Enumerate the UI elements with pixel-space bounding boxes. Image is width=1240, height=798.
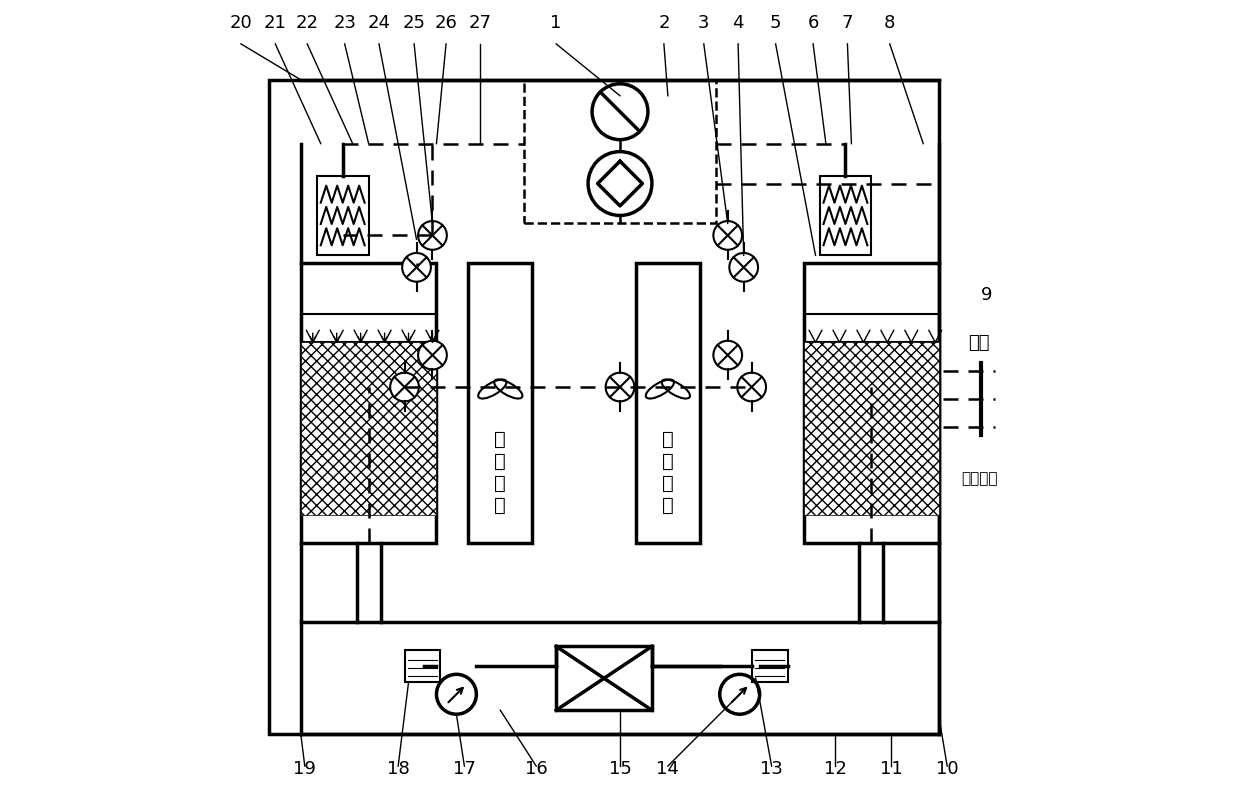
Bar xyxy=(557,646,652,710)
Bar xyxy=(751,650,787,682)
Text: 8: 8 xyxy=(884,14,895,32)
Text: 20: 20 xyxy=(229,14,252,32)
Circle shape xyxy=(402,253,430,282)
Text: 14: 14 xyxy=(656,760,680,778)
Circle shape xyxy=(719,674,760,714)
Text: 17: 17 xyxy=(453,760,476,778)
Circle shape xyxy=(418,341,446,369)
Text: 12: 12 xyxy=(825,760,847,778)
Bar xyxy=(316,176,368,255)
Text: 19: 19 xyxy=(294,760,316,778)
Bar xyxy=(301,263,436,543)
Circle shape xyxy=(588,152,652,215)
Bar xyxy=(269,80,939,734)
Circle shape xyxy=(436,674,476,714)
Bar xyxy=(301,342,436,515)
Bar xyxy=(804,263,939,543)
Circle shape xyxy=(729,253,758,282)
Text: 11: 11 xyxy=(880,760,903,778)
Text: 23: 23 xyxy=(334,14,356,32)
Text: 27: 27 xyxy=(469,14,492,32)
Text: 18: 18 xyxy=(387,760,409,778)
Text: 24: 24 xyxy=(367,14,391,32)
Text: 1: 1 xyxy=(551,14,562,32)
Bar xyxy=(804,342,939,515)
Text: 4: 4 xyxy=(733,14,744,32)
Text: 21: 21 xyxy=(264,14,286,32)
Text: 2: 2 xyxy=(658,14,670,32)
Text: 室
内
空
气: 室 内 空 气 xyxy=(662,430,673,516)
Text: 25: 25 xyxy=(403,14,425,32)
Bar xyxy=(301,314,436,342)
Text: 22: 22 xyxy=(295,14,319,32)
Circle shape xyxy=(713,341,742,369)
Text: 3: 3 xyxy=(698,14,709,32)
Circle shape xyxy=(605,373,635,401)
Text: 13: 13 xyxy=(760,760,782,778)
Text: 10: 10 xyxy=(936,760,959,778)
Text: 室
外
空
气: 室 外 空 气 xyxy=(495,430,506,516)
Circle shape xyxy=(738,373,766,401)
Bar xyxy=(820,176,872,255)
Text: 7: 7 xyxy=(842,14,853,32)
Circle shape xyxy=(713,221,742,250)
Text: 16: 16 xyxy=(525,760,548,778)
Bar xyxy=(525,80,715,223)
Text: 26: 26 xyxy=(434,14,458,32)
Text: 排风: 排风 xyxy=(968,334,990,352)
Text: 9: 9 xyxy=(981,286,993,304)
Text: 6: 6 xyxy=(807,14,818,32)
Text: 5: 5 xyxy=(770,14,781,32)
Circle shape xyxy=(418,221,446,250)
Bar xyxy=(404,650,440,682)
Circle shape xyxy=(591,84,649,140)
Bar xyxy=(636,263,699,543)
Text: 15: 15 xyxy=(609,760,631,778)
Bar xyxy=(469,263,532,543)
Text: 室外新风: 室外新风 xyxy=(961,472,997,486)
Circle shape xyxy=(391,373,419,401)
Bar xyxy=(804,314,939,342)
